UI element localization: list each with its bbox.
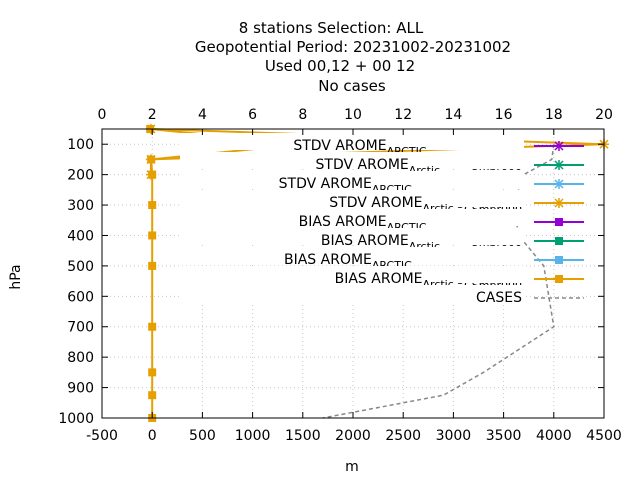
- x-tick-label: 1500: [285, 428, 321, 444]
- title-line-1: 8 stations Selection: ALL: [239, 19, 424, 37]
- x-tick-label: 3000: [436, 428, 472, 444]
- x2-tick-label: 14: [444, 107, 462, 123]
- y-tick-label: 300: [67, 198, 94, 214]
- x2-tick-label: 4: [198, 107, 207, 123]
- chart-title: 8 stations Selection: ALL Geopotential P…: [195, 19, 511, 95]
- x2-tick-label: 2: [148, 107, 157, 123]
- x-axis-label: m: [345, 459, 359, 475]
- series-point-7: [148, 201, 157, 210]
- x-tick-label: -500: [86, 428, 118, 444]
- x2-tick-label: 6: [248, 107, 257, 123]
- legend-bg: [180, 266, 524, 283]
- y-tick-label: 200: [67, 168, 94, 184]
- x2-tick-label: 16: [495, 107, 513, 123]
- x2-tick-label: 8: [298, 107, 307, 123]
- legend-label: CASES: [476, 290, 522, 306]
- x2-tick-label: 18: [545, 107, 563, 123]
- legend-marker: [555, 237, 563, 245]
- y-tick-label: 400: [67, 228, 94, 244]
- x2-tick-label: 10: [344, 107, 362, 123]
- y-tick-label: 1000: [58, 411, 94, 427]
- title-line-4: No cases: [318, 77, 386, 95]
- title-line-2: Geopotential Period: 20231002-20231002: [195, 38, 511, 56]
- legend-marker: [554, 198, 564, 208]
- x2-tick-label: 12: [394, 107, 412, 123]
- x2-tick-label: 20: [595, 107, 613, 123]
- x-tick-label: 4500: [586, 428, 622, 444]
- legend-marker: [555, 218, 563, 226]
- x-tick-label: 4000: [536, 428, 572, 444]
- x-tick-label: 500: [189, 428, 216, 444]
- legend-marker: [554, 141, 564, 151]
- x2-tick-label: 0: [98, 107, 107, 123]
- legend-marker: [554, 160, 564, 170]
- legend-bg: [180, 190, 524, 207]
- legend-bg: [180, 171, 524, 188]
- series-point-7: [148, 322, 157, 331]
- x-tick-label: 1000: [235, 428, 271, 444]
- series-point-7: [148, 391, 157, 400]
- x-tick-label: 2500: [385, 428, 421, 444]
- y-tick-label: 800: [67, 350, 94, 366]
- series-line-8: [322, 144, 555, 419]
- legend-bg: [180, 152, 524, 169]
- axis-ticks: -500 0 500 1000 1500 2000 2500 3000 3500 4000 4500…: [58, 107, 621, 444]
- y-tick-label: 600: [67, 289, 94, 305]
- title-line-3: Used 00,12 + 00 12: [265, 57, 415, 75]
- series-point-7: [148, 231, 157, 240]
- series-point-7: [147, 155, 156, 164]
- series-point-7: [148, 368, 157, 377]
- legend-bg: [180, 247, 524, 264]
- legend: STDV AROMEARCTICpreop2v5mbr000STDV AROME…: [180, 133, 584, 306]
- y-tick-label: 700: [67, 320, 94, 336]
- y-tick-label: 500: [67, 259, 94, 275]
- x-tick-label: 3500: [486, 428, 522, 444]
- series-point-7: [148, 261, 157, 270]
- legend-bg: [180, 133, 524, 150]
- legend-bg: [180, 228, 524, 245]
- legend-marker: [554, 179, 564, 189]
- legend-bg: [180, 285, 524, 302]
- legend-marker: [555, 256, 563, 264]
- series-point-7: [148, 170, 157, 179]
- y-axis-label: hPa: [8, 264, 24, 289]
- y-tick-label: 900: [67, 381, 94, 397]
- legend-bg: [180, 209, 524, 226]
- legend-marker: [555, 275, 563, 283]
- y-tick-label: 100: [67, 137, 94, 153]
- x-tick-label: 2000: [335, 428, 371, 444]
- x-tick-label: 0: [148, 428, 157, 444]
